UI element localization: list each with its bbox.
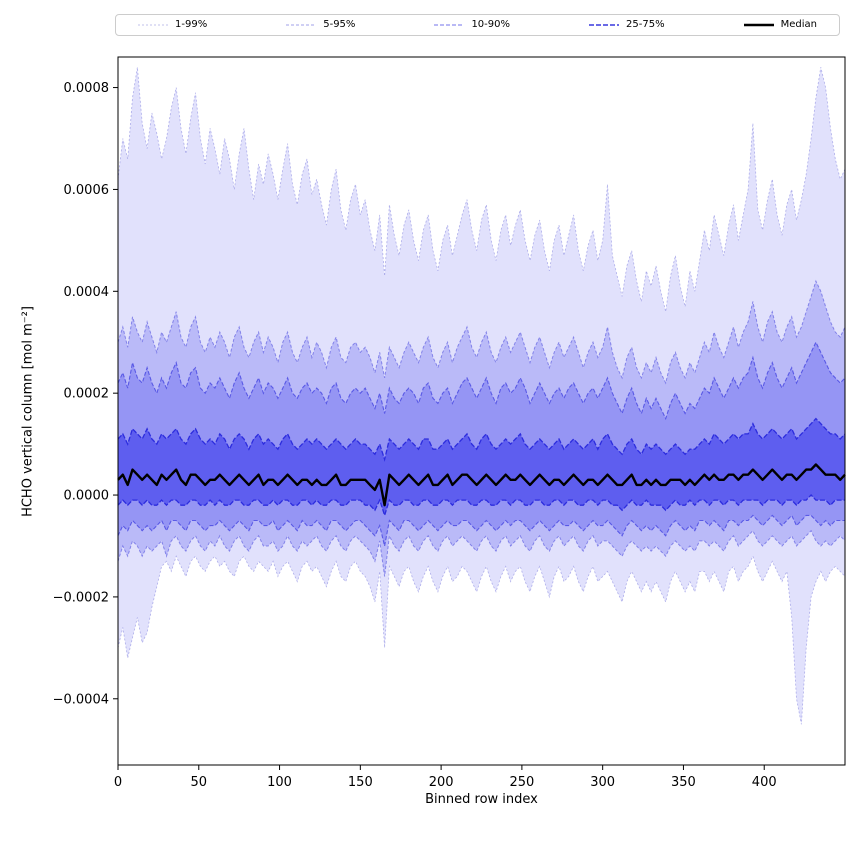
legend-label: 25-75%	[626, 19, 665, 30]
x-tick-label: 100	[267, 775, 292, 790]
legend: 1-99% 5-95% 10-90% 25-75% Median	[115, 14, 840, 36]
band-edge-p90	[117, 340, 846, 421]
legend-label: 5-95%	[323, 19, 356, 30]
band-edge-p95	[117, 279, 846, 385]
x-tick-label: 150	[348, 775, 373, 790]
band-edge-p25	[117, 494, 845, 518]
x-axis-label: Binned row index	[425, 792, 538, 807]
legend-line-5-95-icon	[286, 24, 317, 26]
legend-label: Median	[780, 19, 817, 30]
legend-line-25-75-icon	[589, 24, 620, 26]
y-tick-label: 0.0008	[64, 81, 110, 96]
band-edge-p99	[117, 67, 846, 312]
legend-line-median-icon	[743, 23, 774, 27]
x-tick-label: 350	[671, 775, 696, 790]
legend-label: 1-99%	[175, 19, 208, 30]
legend-entry-10-90: 10-90%	[434, 20, 510, 30]
x-tick-label: 400	[752, 775, 777, 790]
legend-line-10-90-icon	[434, 24, 465, 26]
x-tick-label: 0	[114, 775, 122, 790]
y-tick-label: 0.0002	[64, 387, 110, 402]
legend-entry-5-95: 5-95%	[286, 20, 355, 30]
y-axis-label: HCHO vertical column [mol m⁻²]	[20, 306, 36, 517]
legend-entry-median: Median	[743, 19, 817, 30]
y-tick-label: 0.0006	[64, 183, 110, 198]
band-edge-p75	[117, 417, 846, 462]
legend-label: 10-90%	[471, 19, 510, 30]
y-tick-label: 0.0000	[64, 489, 110, 504]
x-tick-label: 50	[191, 775, 208, 790]
legend-entry-25-75: 25-75%	[589, 20, 665, 30]
y-tick-label: −0.0002	[53, 590, 109, 605]
x-tick-label: 300	[590, 775, 615, 790]
y-tick-label: −0.0004	[53, 692, 109, 707]
band-edge-p10	[117, 514, 845, 547]
band-edge-p1	[117, 555, 846, 725]
x-tick-label: 250	[509, 775, 534, 790]
legend-line-1-99-icon	[138, 24, 168, 26]
x-tick-label: 200	[429, 775, 454, 790]
legend-entry-1-99: 1-99%	[138, 20, 207, 30]
band-fill-1-99%	[118, 67, 845, 725]
median-line	[117, 463, 846, 507]
y-tick-label: 0.0004	[64, 285, 110, 300]
band-edge-p5	[117, 529, 846, 577]
band-fill-25-75%	[118, 418, 845, 516]
plot-border	[117, 56, 846, 766]
